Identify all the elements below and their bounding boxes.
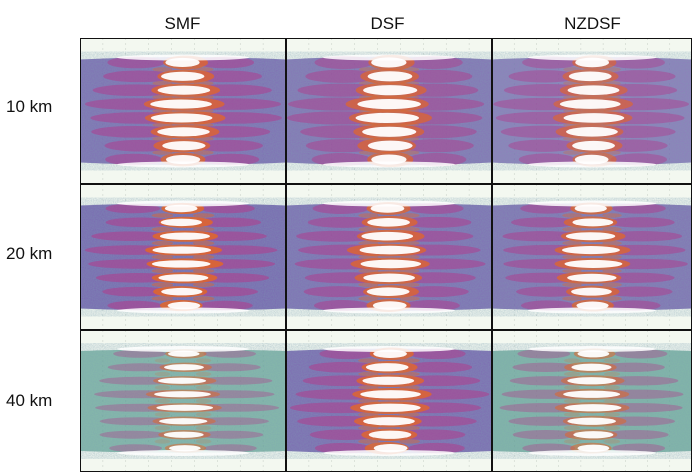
column-divider [491,38,493,472]
column-divider [285,38,287,472]
eye-panel-dsf-40km [286,330,492,472]
eye-panel-smf-20km [80,184,286,330]
row-label-20km: 20 km [6,244,53,263]
column-label-smf: SMF [164,14,201,33]
column-label-nzdsf: NZDSF [564,14,621,33]
row-divider [80,329,692,331]
eye-panel-nzdsf-10km [492,38,692,184]
row-divider [80,183,692,185]
eye-panel-smf-10km [80,38,286,184]
row-label-10km: 10 km [6,97,53,116]
eye-panel-nzdsf-20km [492,184,692,330]
eye-panel-dsf-10km [286,38,492,184]
eye-diagram-grid [80,38,692,472]
row-label-40km: 40 km [6,391,53,410]
eye-panel-nzdsf-40km [492,330,692,472]
column-label-dsf: DSF [370,14,405,33]
eye-panel-smf-40km [80,330,286,472]
eye-panel-dsf-20km [286,184,492,330]
